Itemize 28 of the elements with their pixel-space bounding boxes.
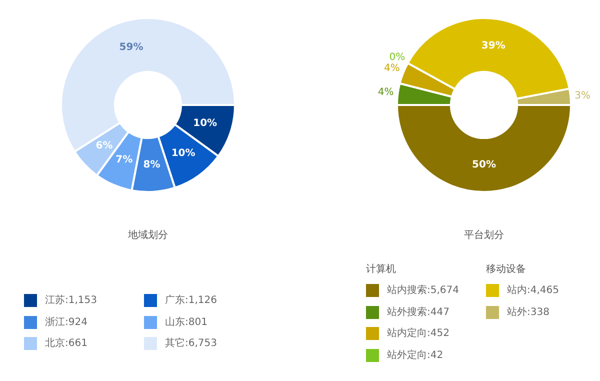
legend-label: 山东:801 [164,316,208,330]
data-label: 7% [116,154,133,166]
data-label: 39% [481,40,506,52]
legend-label: 北京:661 [44,337,88,351]
text: 0% [389,52,406,63]
text: 地域划分 [127,228,169,242]
legend-label: 站外搜索:447 [386,306,450,320]
data-label: 10% [193,118,218,130]
data-label: 6% [96,140,113,152]
legend-label: 站内定向:452 [386,327,450,341]
text: 平台划分 [463,228,505,242]
data-label: 59% [119,42,144,53]
data-label: 8% [143,160,160,171]
data-label: 10% [171,148,196,160]
data-label: 50% [472,160,496,171]
legend-label: 浙江:924 [44,316,88,330]
legend-label: 站内搜索:5,674 [386,284,459,298]
data-label: 4% [378,87,394,98]
legend-label: 站外:338 [506,306,550,320]
data-label: 3% [574,90,590,102]
legend-label: 站内:4,465 [506,284,559,298]
data-label: 4% [384,63,400,74]
text: 计算机 [366,264,396,275]
legend-label: 其它:6,753 [164,337,217,351]
legend-label: 江苏:1,153 [44,294,97,308]
text: 移动设备 [486,264,526,275]
legend-label: 广东:1,126 [164,294,217,308]
legend-label: 站外定向:42 [386,348,444,362]
